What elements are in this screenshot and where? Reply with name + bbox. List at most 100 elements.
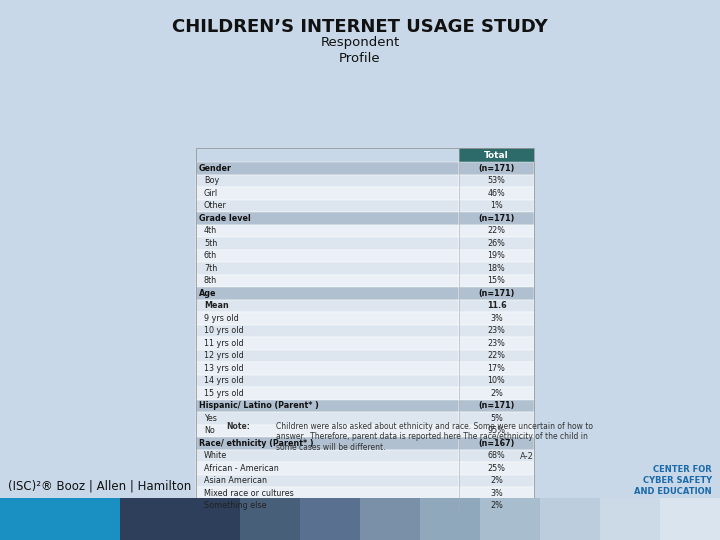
Bar [196,174,459,187]
Text: 23%: 23% [487,339,505,348]
Bar [459,500,534,512]
Bar [459,475,534,487]
Bar [196,337,459,349]
Bar [459,462,534,475]
Bar [459,449,534,462]
Bar [240,498,300,540]
Bar [196,148,534,512]
Text: (n=171): (n=171) [478,214,515,222]
Text: 25%: 25% [487,464,505,472]
Bar [196,412,459,424]
Text: (n=167): (n=167) [478,438,515,448]
Bar [459,249,534,262]
Text: Age: Age [199,289,217,298]
Bar [660,498,720,540]
Text: 18%: 18% [487,264,505,273]
Bar [196,349,459,362]
Bar [196,437,459,449]
Text: 10%: 10% [487,376,505,385]
Bar [459,424,534,437]
Bar [600,498,660,540]
Text: 11.6: 11.6 [487,301,506,310]
Bar [459,225,534,237]
Text: 12 yrs old: 12 yrs old [204,351,244,360]
Text: 7th: 7th [204,264,217,273]
Bar [196,225,459,237]
Text: 11 yrs old: 11 yrs old [204,339,243,348]
Text: Profile: Profile [339,52,381,65]
Text: Children were also asked about ethnicity and race. Some were uncertain of how to: Children were also asked about ethnicity… [276,422,593,452]
Text: 9 yrs old: 9 yrs old [204,314,239,323]
Text: 15 yrs old: 15 yrs old [204,389,244,398]
Bar [196,449,459,462]
Bar [459,325,534,337]
Text: 68%: 68% [487,451,505,460]
Text: Asian American: Asian American [204,476,267,485]
Text: No: No [204,426,215,435]
Bar [459,199,534,212]
Bar [540,498,600,540]
Text: Grade level: Grade level [199,214,251,222]
Text: Other: Other [204,201,227,210]
Text: CENTER FOR
CYBER SAFETY
AND EDUCATION: CENTER FOR CYBER SAFETY AND EDUCATION [634,465,712,496]
Bar [196,387,459,400]
Text: Something else: Something else [204,501,266,510]
Bar [196,199,459,212]
Bar [196,237,459,249]
Bar [196,162,459,174]
Bar [459,300,534,312]
Text: Race/ ethnicity (Parent* ): Race/ ethnicity (Parent* ) [199,438,314,448]
Text: 4th: 4th [204,226,217,235]
Text: 15%: 15% [487,276,505,285]
Bar [360,498,420,540]
Bar [196,262,459,274]
Text: Gender: Gender [199,164,232,173]
Bar [459,387,534,400]
Bar [459,337,534,349]
Bar [196,187,459,199]
Bar [196,375,459,387]
Text: 13 yrs old: 13 yrs old [204,364,243,373]
Bar [459,437,534,449]
Bar [459,174,534,187]
Bar [196,325,459,337]
Text: 6th: 6th [204,251,217,260]
Text: 46%: 46% [487,189,505,198]
Bar [459,349,534,362]
Bar [459,412,534,424]
Bar [459,375,534,387]
Bar [196,312,459,325]
Bar [459,162,534,174]
Bar [459,148,534,162]
Bar [180,498,240,540]
Text: 95%: 95% [487,426,505,435]
Bar [459,237,534,249]
Bar [459,362,534,375]
Text: 3%: 3% [490,314,503,323]
Bar [300,498,360,540]
Text: (ISC)²® Booz | Allen | Hamilton: (ISC)²® Booz | Allen | Hamilton [8,479,192,492]
Bar [459,400,534,412]
Text: Girl: Girl [204,189,218,198]
Bar [420,498,480,540]
Bar [459,212,534,225]
Text: 26%: 26% [487,239,505,248]
Bar [196,274,459,287]
Text: White: White [204,451,228,460]
Text: 2%: 2% [490,389,503,398]
Text: 8th: 8th [204,276,217,285]
Text: Hispanic/ Latino (Parent* ): Hispanic/ Latino (Parent* ) [199,401,319,410]
Text: Total: Total [484,151,509,159]
Bar [196,500,459,512]
Bar [196,475,459,487]
Bar [120,498,180,540]
Text: 53%: 53% [487,176,505,185]
Bar [60,498,120,540]
Text: African - American: African - American [204,464,279,472]
Text: Mixed race or cultures: Mixed race or cultures [204,489,294,498]
Text: 2%: 2% [490,501,503,510]
Bar [196,362,459,375]
Text: 14 yrs old: 14 yrs old [204,376,243,385]
Bar [459,274,534,287]
Text: 17%: 17% [487,364,505,373]
